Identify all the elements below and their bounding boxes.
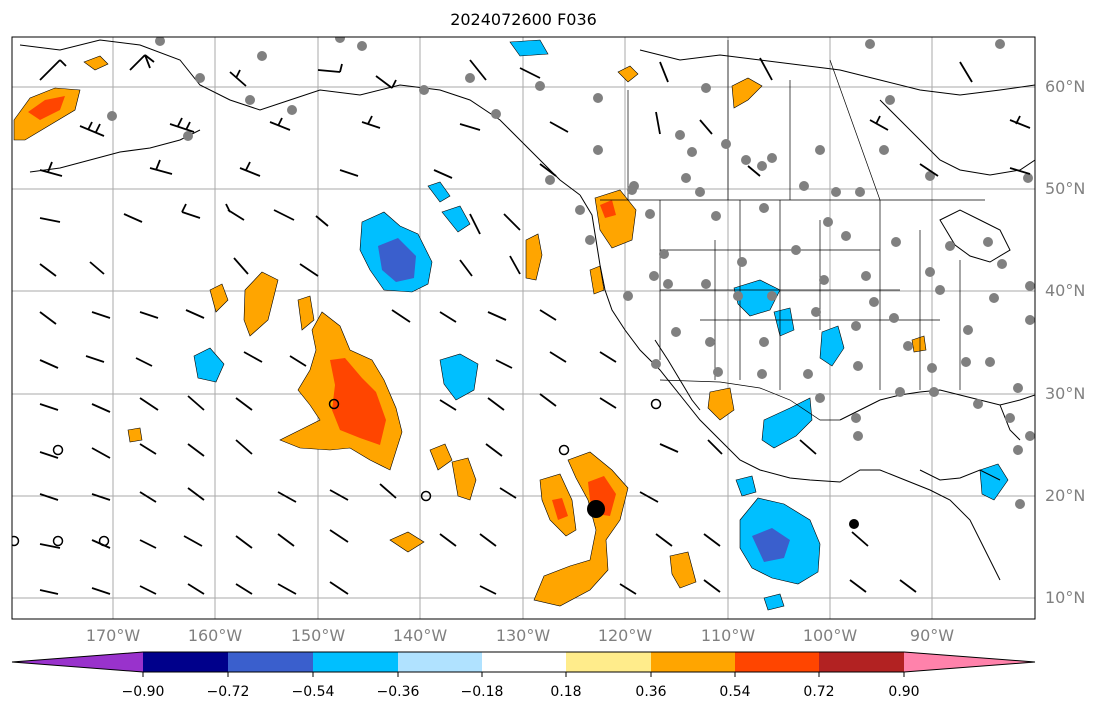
colorbar-segment [566,652,651,672]
contour-mex-b [669,551,697,589]
contour-small-c [731,77,763,109]
lon-label: 160°W [187,626,243,645]
contour-tx [911,335,927,353]
coast-west-na [579,194,1001,581]
coast-gulf [839,389,1035,421]
contour-plains [819,325,845,367]
colorbar-segment [482,652,566,672]
lon-label: 140°W [392,626,448,645]
coast-arctic [639,49,1035,96]
colorbar-segment [819,652,904,672]
contour-bc-core [600,200,616,218]
contour-w-small [127,427,143,443]
contour-epac-core [752,528,790,562]
map-frame [11,36,1036,620]
lat-label: 10°N [1045,588,1086,607]
lon-label: 130°W [495,626,551,645]
colorbar-segment [143,652,228,672]
coast-aleutians [29,129,201,173]
lat-label: 50°N [1045,179,1086,198]
lon-label: 100°W [802,626,858,645]
lat-label: 30°N [1045,384,1086,403]
coast-yucatan [919,469,1001,481]
colorbar-segment [398,652,482,672]
contour-hawaii-s2 [451,457,477,501]
colorbar-tick-label: −0.36 [376,684,420,700]
wind-barbs [39,54,1031,595]
contour-caribbean [979,463,1009,501]
colorbar-min-arrow [12,652,143,672]
colorbar [11,651,1036,677]
negative-contours [193,39,1009,611]
lat-label: 20°N [1045,486,1086,505]
lon-label: 110°W [700,626,756,645]
contour-npac-c [441,205,471,233]
contour-trop-core2 [552,498,568,520]
coastlines [19,39,1035,581]
contour-mex-blue [761,397,813,449]
lon-label: 120°W [597,626,653,645]
colorbar-tick-label: 0.36 [635,684,667,700]
lat-label: 60°N [1045,77,1086,96]
contour-bc [594,189,637,249]
colorbar-segment [651,652,735,672]
contour-hawaii-s3 [389,531,425,553]
contour-w-blue [193,347,225,383]
contour-epac-small [763,593,785,611]
map-title: 2024072600 F036 [450,10,597,29]
contour-small-a [83,55,109,71]
colorbar-tick-label: −0.18 [460,684,504,700]
colorbar-max-arrow [904,652,1035,672]
contour-epac-w [735,475,757,497]
contour-rockies-b [773,307,795,337]
contour-cal [589,265,605,295]
station-markers [107,37,1035,509]
contour-trop-b [533,451,629,607]
contour-aleutian-core [28,96,65,120]
coast-hudson [879,99,1035,176]
colorbar-tick-label: −0.54 [291,684,335,700]
colorbar-tick-label: 0.72 [803,684,835,700]
colorbar-tick-label: −0.72 [206,684,250,700]
coast-alaska [19,39,581,196]
coast-florida [999,404,1021,441]
contour-npac-core [378,238,416,282]
contour-hawaii-s [429,443,453,471]
contour-small-b [617,65,639,83]
borders [600,40,985,421]
contour-rockies [733,279,781,317]
contour-hawaii-blue [439,353,479,401]
coast-baja [654,339,701,411]
colorbar-tick-label: 0.90 [888,684,920,700]
contour-hawaii-core [330,358,386,445]
colorbar-tick-label: 0.18 [550,684,582,700]
colorbar-segment [313,652,398,672]
contour-hawaii-n2 [209,283,229,313]
contour-hawaii-n3 [297,295,315,331]
lat-label: 40°N [1045,281,1086,300]
lon-label: 170°W [85,626,141,645]
colorbar-tick-label: −0.90 [121,684,165,700]
contour-mex-a [707,387,735,421]
contour-npac-b [427,181,451,203]
graticule [12,37,1035,619]
colorbar-segment [228,652,313,672]
contour-ore [525,233,543,281]
lon-label: 90°W [909,626,955,645]
coast-great-lakes [939,209,1011,263]
contour-hawaii-n [243,271,279,337]
contour-gulf-ak [509,39,549,57]
lon-label: 150°W [290,626,346,645]
black-station-markers [12,398,859,547]
colorbar-segment [735,652,819,672]
colorbar-tick-label: 0.54 [719,684,751,700]
positive-contours [13,55,927,607]
